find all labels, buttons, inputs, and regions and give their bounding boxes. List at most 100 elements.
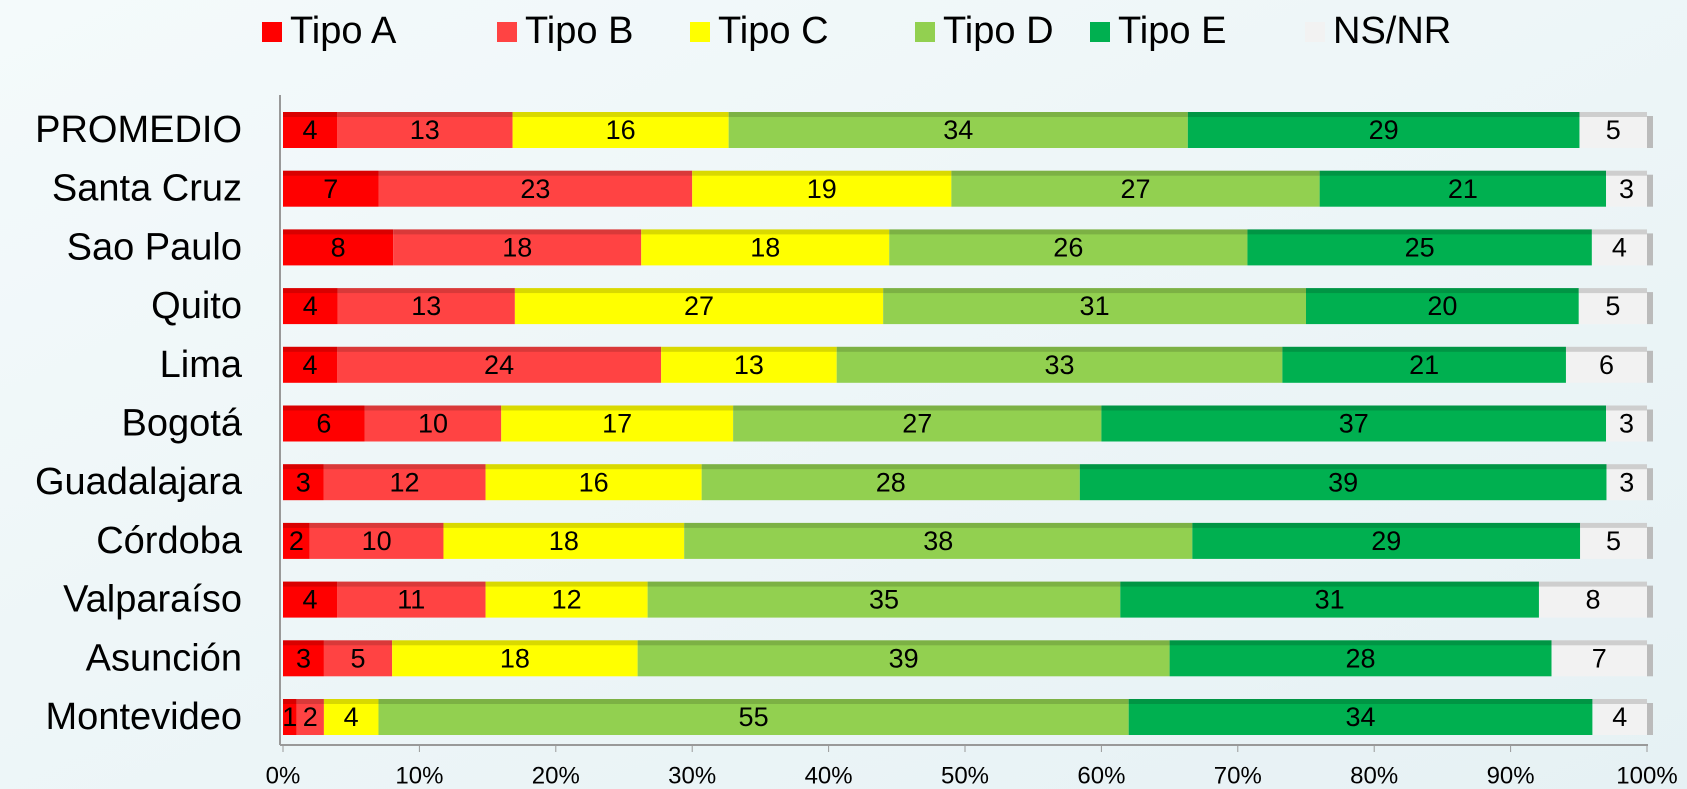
bar-segment [1551,640,1647,677]
value-label: 3 [1619,174,1634,204]
bar-segment [1565,346,1647,383]
bar-segment [1580,522,1647,559]
legend-label: Tipo D [943,10,1054,52]
bar-side-face [1647,350,1653,383]
value-label: 27 [684,291,714,321]
value-label: 5 [1605,291,1620,321]
bar-segment [283,405,365,442]
y-tick-label: Lima [160,344,243,386]
bar-top-face [283,699,297,704]
bar-segment [283,170,379,207]
bar-segment [283,346,338,383]
bar-segment [1538,581,1647,618]
value-label: 21 [1448,174,1478,204]
bar-top-face [378,699,1129,704]
bar-top-face [1079,464,1607,470]
value-label: 3 [1619,409,1634,439]
value-label: 1 [282,702,297,732]
bar-top-face [641,229,890,235]
bar-segment [323,640,393,677]
bar-top-face [485,581,648,587]
bar-segment [323,699,379,735]
bar-top-face [1591,229,1647,235]
value-label: 4 [302,585,317,615]
x-tick-label: 0% [266,762,301,789]
bar-top-face [1128,699,1593,704]
value-label: 2 [289,526,304,556]
bar-top-face [1592,699,1647,704]
bar-top-face [514,288,884,294]
bar-top-face [1606,405,1647,411]
value-label: 4 [1612,702,1627,732]
value-label: 28 [876,467,906,497]
value-label: 3 [296,467,311,497]
value-label: 12 [390,467,420,497]
bar-segment [692,170,952,207]
bar-segment [701,464,1080,501]
y-tick-label: Sao Paulo [67,226,242,268]
bar-top-face [512,112,729,117]
value-label: 16 [606,115,636,145]
bar-top-face [733,405,1102,411]
value-label: 3 [296,643,311,673]
bar-top-face [283,170,379,176]
value-label: 38 [923,526,953,556]
bar-segment [684,522,1193,559]
value-label: 7 [1592,643,1607,673]
y-tick-label: Santa Cruz [52,168,242,210]
bar-top-face [692,170,952,176]
y-tick-label: Guadalajara [35,461,243,503]
bar-segment [641,229,890,266]
value-label: 8 [331,233,346,263]
bar-top-face [1580,522,1647,528]
y-tick-label: Montevideo [46,696,242,738]
bar-top-face [443,522,685,528]
bar-segment [1192,522,1581,559]
bar-top-face [836,346,1283,352]
value-label: 4 [303,291,318,321]
bar-top-face [889,229,1248,235]
bar-segment [337,346,662,383]
value-label: 26 [1053,233,1083,263]
bar-segment [485,581,648,618]
bar-top-face [323,464,486,470]
value-label: 7 [323,174,338,204]
bar-side-face [1647,585,1653,618]
bar-side-face [1647,174,1653,207]
bar-top-face [378,170,693,176]
value-label: 10 [418,409,448,439]
bar-segment [1169,640,1552,677]
bar-top-face [337,346,662,352]
bar-segment [1319,170,1607,207]
bar-segment [514,288,884,325]
y-tick-label: Asunción [86,637,242,679]
bar-top-face [1282,346,1566,352]
legend-label: Tipo C [718,10,829,52]
bar-side-face [1647,468,1653,501]
bar-segment [485,464,702,501]
legend-label: Tipo A [290,10,397,52]
value-label: 27 [1120,174,1150,204]
bar-top-face [647,581,1121,587]
bar-top-face [951,170,1320,176]
bar-top-face [1565,346,1647,352]
bar-segment [1606,464,1647,501]
value-label: 6 [1599,350,1614,380]
value-label: 18 [549,526,579,556]
value-label: 5 [1606,115,1621,145]
bar-segment [309,522,444,559]
x-tick-label: 70% [1214,762,1262,789]
bar-segment [1306,288,1579,325]
bar-top-face [728,112,1188,117]
bar-top-face [1169,640,1552,646]
bar-segment [283,640,324,677]
value-label: 25 [1405,233,1435,263]
bar-segment [393,229,642,266]
bar-top-face [485,464,702,470]
value-label: 13 [411,291,441,321]
bar-segment [1187,112,1580,148]
bar-top-face [883,288,1306,294]
bar-top-face [337,288,515,294]
bar-segment [1592,699,1647,735]
bar-top-face [1579,112,1647,117]
